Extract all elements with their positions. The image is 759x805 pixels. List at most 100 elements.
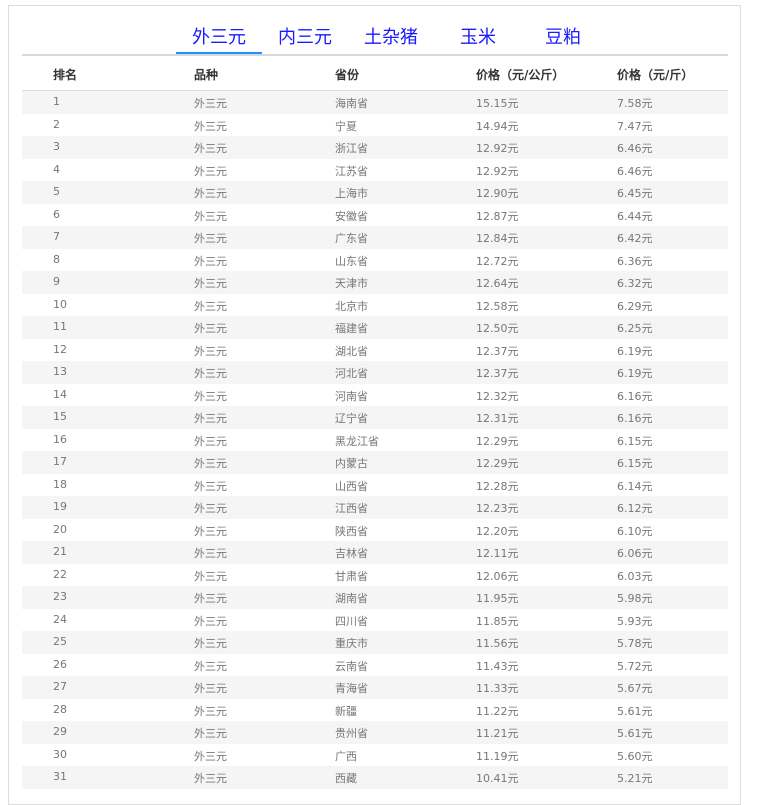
rank-cell: 25 xyxy=(53,635,67,648)
rank-cell: 16 xyxy=(53,432,67,446)
price-jin-cell: 6.16元 xyxy=(617,412,653,425)
breed-cell: 外三元 xyxy=(194,524,227,538)
price-jin-cell: 6.15元 xyxy=(617,457,653,470)
price-kg-cell: 12.72元 xyxy=(476,254,519,268)
breed-cell: 外三元 xyxy=(194,299,227,313)
rank-cell: 26 xyxy=(53,657,67,671)
province-cell: 吉林省 xyxy=(335,547,368,560)
breed-cell: 外三元 xyxy=(194,367,227,380)
price-jin-cell: 6.12元 xyxy=(617,502,653,515)
breed-cell: 外三元 xyxy=(194,254,227,268)
price-kg-cell: 12.84元 xyxy=(476,232,519,245)
rank-cell: 13 xyxy=(53,365,67,378)
table-row: 27 外三元 青海省 11.33元 5.67元 xyxy=(22,676,728,699)
price-jin-cell: 6.32元 xyxy=(617,277,653,290)
rank-cell: 24 xyxy=(53,612,67,626)
table-row: 16 外三元 黑龙江省 12.29元 6.15元 xyxy=(22,429,728,452)
breed-cell: 外三元 xyxy=(194,569,227,583)
price-kg-cell: 11.56元 xyxy=(476,637,519,650)
breed-cell: 外三元 xyxy=(194,479,227,493)
breed-cell: 外三元 xyxy=(194,164,227,178)
rank-cell: 1 xyxy=(53,95,60,108)
province-cell: 西藏 xyxy=(335,772,357,785)
breed-cell: 外三元 xyxy=(194,704,227,718)
province-cell: 河北省 xyxy=(335,367,368,380)
price-jin-cell: 6.10元 xyxy=(617,524,653,538)
province-cell: 广西 xyxy=(335,749,357,763)
province-cell: 河南省 xyxy=(335,389,368,403)
table-row: 22 外三元 甘肃省 12.06元 6.03元 xyxy=(22,564,728,587)
price-kg-cell: 12.58元 xyxy=(476,299,519,313)
table-header: 排名 品种 省份 价格（元/公斤） 价格（元/斤） xyxy=(22,56,728,91)
rank-cell: 7 xyxy=(53,230,60,243)
price-jin-cell: 6.16元 xyxy=(617,389,653,403)
province-cell: 四川省 xyxy=(335,614,368,628)
breed-cell: 外三元 xyxy=(194,119,227,133)
table-row: 12 外三元 湖北省 12.37元 6.19元 xyxy=(22,339,728,362)
tab-wai-san-yuan[interactable]: 外三元 xyxy=(192,27,246,48)
breed-cell: 外三元 xyxy=(194,502,227,515)
header-province: 省份 xyxy=(335,68,360,82)
table-row: 10 外三元 北京市 12.58元 6.29元 xyxy=(22,294,728,317)
breed-cell: 外三元 xyxy=(194,97,227,110)
table-row: 26 外三元 云南省 11.43元 5.72元 xyxy=(22,654,728,677)
province-cell: 云南省 xyxy=(335,659,368,673)
table-row: 6 外三元 安徽省 12.87元 6.44元 xyxy=(22,204,728,227)
price-kg-cell: 12.37元 xyxy=(476,344,519,358)
table-row: 23 外三元 湖南省 11.95元 5.98元 xyxy=(22,586,728,609)
table-row: 17 外三元 内蒙古 12.29元 6.15元 xyxy=(22,451,728,474)
price-kg-cell: 11.22元 xyxy=(476,704,519,718)
price-jin-cell: 5.60元 xyxy=(617,749,653,763)
province-cell: 福建省 xyxy=(335,322,368,335)
active-tab-indicator xyxy=(176,52,262,54)
price-jin-cell: 6.46元 xyxy=(617,142,653,155)
breed-cell: 外三元 xyxy=(194,457,227,470)
breed-cell: 外三元 xyxy=(194,232,227,245)
header-breed: 品种 xyxy=(194,68,219,82)
rank-cell: 22 xyxy=(53,567,67,581)
rank-cell: 28 xyxy=(53,702,67,716)
header-price-jin: 价格（元/斤） xyxy=(617,68,694,82)
province-cell: 黑龙江省 xyxy=(335,434,379,448)
rank-cell: 3 xyxy=(53,140,60,153)
breed-cell: 外三元 xyxy=(194,142,227,155)
breed-cell: 外三元 xyxy=(194,682,227,695)
province-cell: 上海市 xyxy=(335,187,368,200)
price-kg-cell: 14.94元 xyxy=(476,119,519,133)
table-row: 13 外三元 河北省 12.37元 6.19元 xyxy=(22,361,728,384)
breed-cell: 外三元 xyxy=(194,592,227,605)
tab-tu-za-zhu[interactable]: 土杂猪 xyxy=(364,27,418,48)
rank-cell: 19 xyxy=(53,500,67,513)
tab-yu-mi[interactable]: 玉米 xyxy=(460,27,496,48)
rank-cell: 8 xyxy=(53,252,60,266)
breed-cell: 外三元 xyxy=(194,389,227,403)
table-row: 30 外三元 广西 11.19元 5.60元 xyxy=(22,744,728,767)
province-cell: 安徽省 xyxy=(335,209,368,223)
price-jin-cell: 6.06元 xyxy=(617,547,653,560)
table-row: 15 外三元 辽宁省 12.31元 6.16元 xyxy=(22,406,728,429)
price-jin-cell: 7.58元 xyxy=(617,97,653,110)
price-kg-cell: 12.11元 xyxy=(476,547,519,560)
province-cell: 重庆市 xyxy=(335,637,368,650)
table-row: 11 外三元 福建省 12.50元 6.25元 xyxy=(22,316,728,339)
price-kg-cell: 12.20元 xyxy=(476,524,519,538)
table-row: 24 外三元 四川省 11.85元 5.93元 xyxy=(22,609,728,632)
price-kg-cell: 12.29元 xyxy=(476,457,519,470)
breed-cell: 外三元 xyxy=(194,434,227,448)
price-jin-cell: 5.93元 xyxy=(617,614,653,628)
breed-cell: 外三元 xyxy=(194,659,227,673)
rank-cell: 10 xyxy=(53,297,67,311)
price-kg-cell: 12.29元 xyxy=(476,434,519,448)
table-row: 28 外三元 新疆 11.22元 5.61元 xyxy=(22,699,728,722)
header-rank: 排名 xyxy=(53,68,78,82)
price-jin-cell: 6.19元 xyxy=(617,367,653,380)
province-cell: 浙江省 xyxy=(335,142,368,155)
province-cell: 青海省 xyxy=(335,682,368,695)
rank-cell: 9 xyxy=(53,275,60,288)
tab-nei-san-yuan[interactable]: 内三元 xyxy=(278,27,332,48)
province-cell: 海南省 xyxy=(335,97,368,110)
table-row: 21 外三元 吉林省 12.11元 6.06元 xyxy=(22,541,728,564)
table-row: 14 外三元 河南省 12.32元 6.16元 xyxy=(22,384,728,407)
table-row: 25 外三元 重庆市 11.56元 5.78元 xyxy=(22,631,728,654)
tab-dou-po[interactable]: 豆粕 xyxy=(545,27,581,48)
